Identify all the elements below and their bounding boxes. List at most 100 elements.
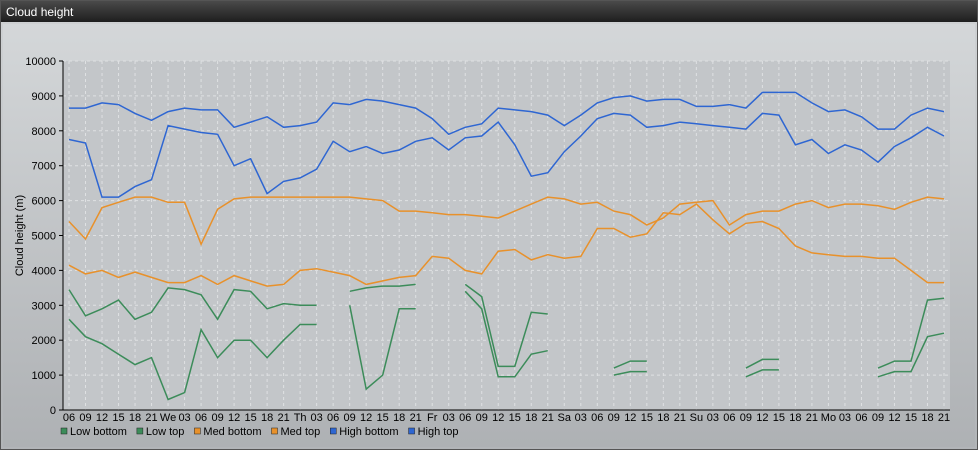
x-tick-label: 12 [624, 412, 636, 424]
x-tick-label: 15 [377, 412, 389, 424]
y-tick-label: 9000 [32, 91, 56, 103]
legend-swatch [271, 427, 278, 435]
x-tick-label: 09 [476, 412, 488, 424]
legend-swatch [194, 427, 201, 435]
x-tick-label: 18 [525, 412, 537, 424]
x-tick-label: Fr [427, 412, 438, 424]
y-tick-label: 10000 [25, 56, 56, 68]
y-tick-label: 1000 [32, 370, 56, 382]
legend-swatch [330, 427, 337, 435]
x-tick-label: 03 [443, 412, 455, 424]
series-line [348, 305, 416, 391]
title-bar: Cloud height [1, 1, 977, 22]
x-tick-label: 21 [145, 412, 157, 424]
legend-label: Med bottom [203, 426, 261, 438]
x-tick-label: 18 [261, 412, 273, 424]
legend: Low bottom Low top Med bottom Med top High b… [60, 426, 459, 438]
x-tick-label: 21 [410, 412, 422, 424]
x-tick-label: 06 [63, 412, 75, 424]
x-tick-label: 12 [228, 412, 240, 424]
x-tick-label: 15 [244, 412, 256, 424]
y-tick-label: 8000 [32, 126, 56, 138]
series-line [877, 297, 945, 369]
y-tick-label: 7000 [32, 161, 56, 173]
y-tick-label: 0 [50, 405, 56, 417]
x-tick-label: 09 [344, 412, 356, 424]
y-tick-label: 6000 [32, 196, 56, 208]
x-tick-label: 21 [277, 412, 289, 424]
legend-label: Low bottom [70, 426, 127, 438]
x-tick-label: 12 [888, 412, 900, 424]
x-tick-label: 18 [921, 412, 933, 424]
y-tick-label: 2000 [32, 335, 56, 347]
x-tick-label: 18 [393, 412, 405, 424]
window-title: Cloud height [6, 5, 74, 19]
y-tick-label: 3000 [32, 300, 56, 312]
series-line [68, 318, 317, 401]
x-tick-label: We [160, 412, 176, 424]
series-line [349, 283, 416, 293]
x-tick-label: 18 [129, 412, 141, 424]
x-tick-label: 09 [608, 412, 620, 424]
x-tick-label: 12 [360, 412, 372, 424]
x-tick-label: 09 [872, 412, 884, 424]
x-tick-label: 06 [855, 412, 867, 424]
y-axis-label: Cloud height (m) [14, 195, 26, 276]
x-tick-label: 06 [591, 412, 603, 424]
x-tick-label: 03 [311, 412, 323, 424]
x-tick-label: 18 [657, 412, 669, 424]
x-tick-label: 21 [674, 412, 686, 424]
legend-label: Low top [146, 426, 185, 438]
series-line [464, 290, 548, 378]
series-line [68, 196, 945, 247]
x-tick-label: 15 [773, 412, 785, 424]
legend-label: High bottom [339, 426, 398, 438]
y-tick-label: 4000 [32, 265, 56, 277]
series-line [745, 358, 779, 369]
x-tick-label: Su [690, 412, 703, 424]
legend-label: Med top [281, 426, 321, 438]
x-tick-label: 09 [740, 412, 752, 424]
legend-swatch [60, 427, 68, 435]
series-line [68, 287, 317, 321]
series-line [745, 369, 779, 378]
series-line [464, 283, 548, 368]
plot-area [59, 60, 950, 411]
x-tick-label: 15 [112, 412, 124, 424]
series-line [68, 112, 945, 198]
y-tick-label: 5000 [32, 231, 56, 243]
x-tick-label: 06 [723, 412, 735, 424]
x-tick-label: Mo [821, 412, 836, 424]
legend-swatch [136, 427, 144, 435]
legend-label: High top [418, 426, 459, 438]
series-line [877, 332, 945, 378]
x-tick-label: 03 [707, 412, 719, 424]
x-tick-label: 06 [327, 412, 339, 424]
x-tick-label: Th [294, 412, 307, 424]
x-tick-label: 21 [938, 412, 950, 424]
x-tick-label: 12 [756, 412, 768, 424]
x-tick-label: 03 [178, 412, 190, 424]
x-tick-label: 06 [459, 412, 471, 424]
legend-swatch [408, 427, 415, 435]
x-tick-label: 03 [839, 412, 851, 424]
x-tick-label: 12 [492, 412, 504, 424]
x-tick-label: Sa [558, 412, 572, 424]
x-tick-label: 03 [575, 412, 587, 424]
series-line [613, 370, 647, 376]
series-line [613, 360, 647, 369]
series-line [68, 203, 944, 287]
x-tick-label: 21 [542, 412, 554, 424]
x-tick-label: 09 [79, 412, 91, 424]
x-tick-label: 09 [211, 412, 223, 424]
x-tick-label: 18 [789, 412, 801, 424]
x-tick-label: 21 [806, 412, 818, 424]
x-tick-label: 15 [509, 412, 521, 424]
x-tick-label: 06 [195, 412, 207, 424]
x-tick-label: 15 [905, 412, 917, 424]
x-tick-label: 12 [96, 412, 108, 424]
series-line [69, 91, 945, 136]
x-tick-label: 15 [641, 412, 653, 424]
